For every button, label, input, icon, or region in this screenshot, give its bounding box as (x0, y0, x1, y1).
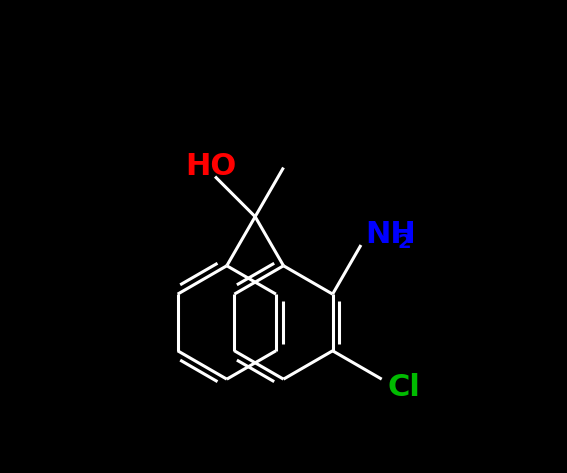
Text: NH: NH (366, 220, 416, 249)
Text: HO: HO (185, 152, 236, 181)
Text: Cl: Cl (387, 373, 420, 402)
Text: 2: 2 (398, 233, 412, 252)
